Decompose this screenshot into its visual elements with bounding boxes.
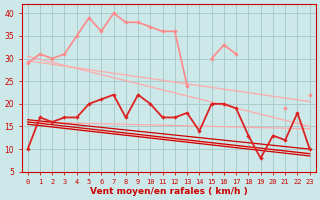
X-axis label: Vent moyen/en rafales ( km/h ): Vent moyen/en rafales ( km/h ) bbox=[90, 187, 248, 196]
